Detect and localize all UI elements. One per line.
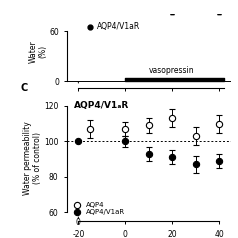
Legend: AQP4, AQP4/V1aR: AQP4, AQP4/V1aR (70, 202, 125, 215)
Text: vasopressin: vasopressin (149, 66, 194, 75)
Text: C: C (21, 83, 28, 93)
Y-axis label: Water
(%): Water (%) (29, 40, 48, 63)
Text: 0: 0 (76, 218, 81, 227)
Text: AQP4/V1ₐR: AQP4/V1ₐR (74, 100, 129, 109)
X-axis label: Time (min): Time (min) (128, 106, 169, 115)
Text: AQP4/V1aR: AQP4/V1aR (97, 22, 140, 31)
Y-axis label: Water permeability
(% of control): Water permeability (% of control) (23, 121, 42, 195)
